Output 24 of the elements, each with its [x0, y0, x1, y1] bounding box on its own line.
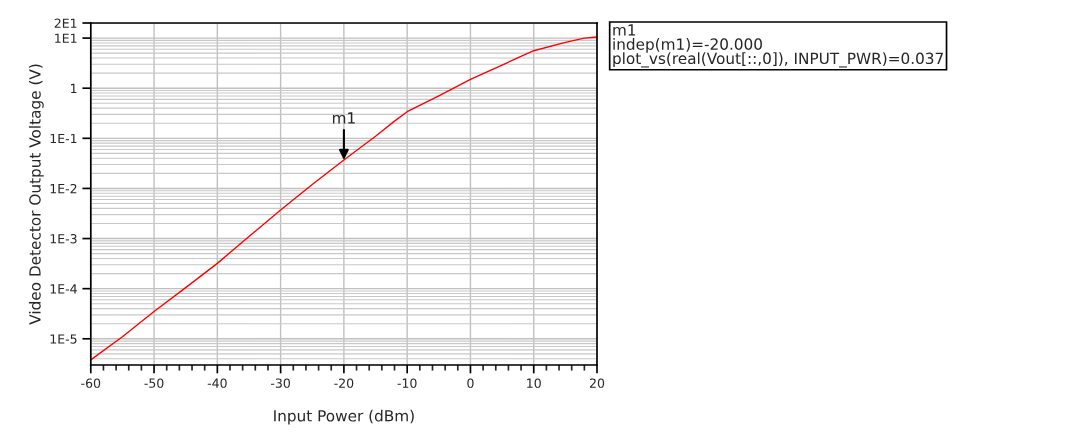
x-tick-label: -40: [207, 378, 227, 388]
y-tick-label: 1E1: [55, 33, 77, 43]
y-tick-label: 1: [71, 83, 77, 93]
line-series: [90, 36, 598, 361]
y-tick-label: 1E-3: [50, 234, 77, 244]
x-tick-label: -10: [397, 378, 417, 388]
y-tick-label: 1E-1: [50, 133, 77, 144]
x-tick-label: 20: [589, 378, 605, 388]
text: indep(m1)=-20.000: [613, 38, 762, 53]
y-tick-label: 1E-5: [50, 334, 77, 344]
y-tick-label: 2E1: [54, 18, 77, 28]
x-axis-title: Input Power (dBm): [274, 409, 414, 425]
x-tick-label: -50: [144, 378, 164, 388]
y-axis-title: Video Detector Output Voltage (V): [28, 64, 44, 325]
x-tick-label: 10: [527, 378, 541, 388]
x-tick-label: -60: [81, 378, 101, 388]
annotation: m1: [332, 112, 355, 124]
text: plot_vs(real(Vout[::,0]), INPUT_PWR)=0.037: [613, 52, 943, 68]
text: m1: [613, 24, 636, 36]
x-tick-label: -30: [271, 378, 290, 388]
y-tick-label: 1E-2: [50, 183, 77, 194]
y-tick-label: 1E-4: [50, 284, 77, 294]
x-tick-label: 0: [467, 378, 474, 388]
x-tick-label: -20: [334, 378, 354, 388]
